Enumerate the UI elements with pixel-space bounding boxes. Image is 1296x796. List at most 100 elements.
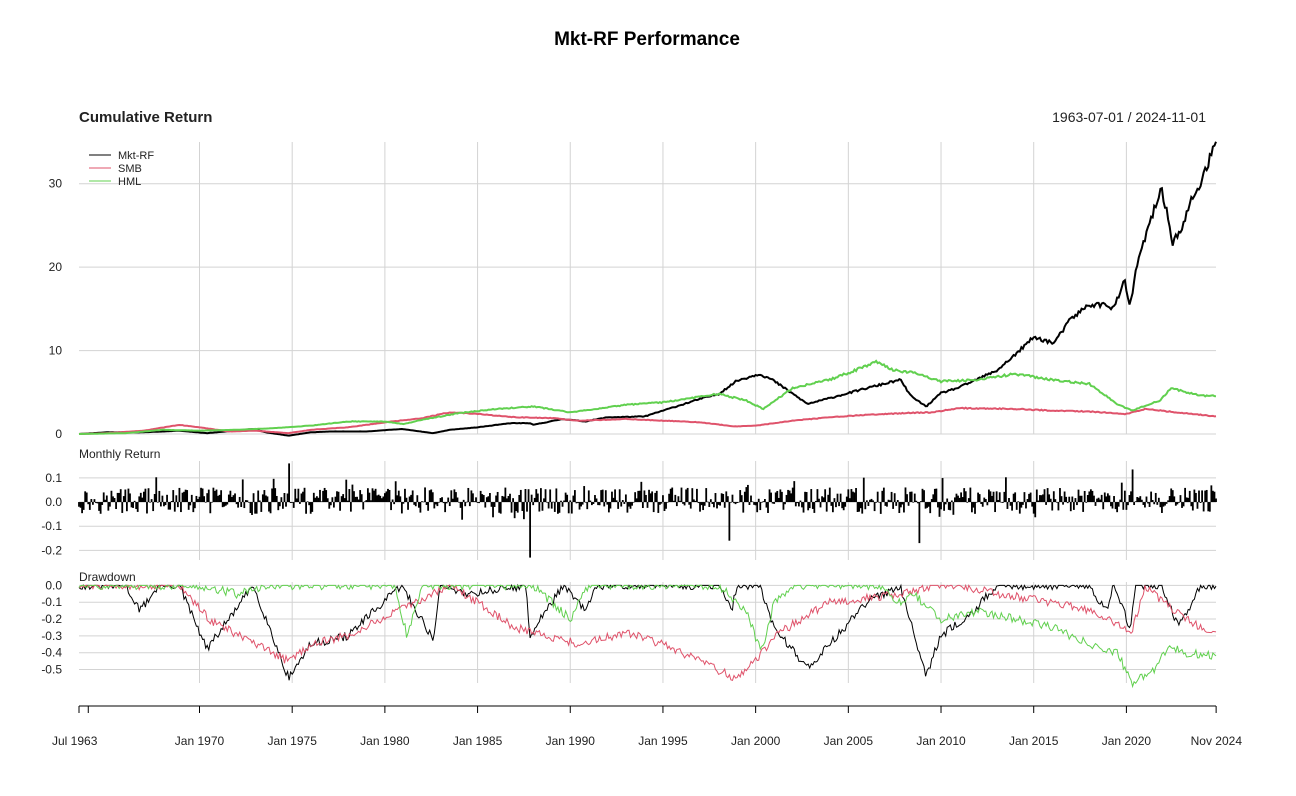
monthly-bar — [884, 502, 887, 506]
monthly-bar — [306, 501, 309, 503]
cumulative-grid — [79, 142, 1216, 435]
monthly-bar — [785, 494, 788, 503]
monthly-bar — [1000, 502, 1003, 503]
monthly-bar — [839, 493, 842, 503]
monthly-bar — [1011, 502, 1013, 511]
monthly-bar — [1188, 490, 1191, 503]
monthly-bar — [1122, 502, 1125, 510]
monthly-bar — [949, 502, 952, 511]
monthly-bar — [1190, 502, 1193, 507]
monthly-bar — [416, 495, 419, 503]
monthly-bar — [641, 502, 644, 509]
monthly-bar — [87, 502, 90, 505]
monthly-bar — [224, 502, 227, 506]
monthly-bar — [1215, 498, 1217, 503]
monthly-bar — [292, 502, 295, 508]
monthly-bar — [788, 490, 791, 503]
monthly-bar — [354, 496, 357, 503]
monthly-bar — [581, 502, 584, 505]
monthly-bar — [383, 493, 386, 503]
monthly-bar — [377, 494, 380, 503]
x-tick-label: Jan 2015 — [1009, 734, 1059, 748]
monthly-bar — [351, 484, 354, 503]
monthly-bar — [620, 502, 623, 507]
monthly-bar — [442, 502, 445, 504]
monthly-bar — [1034, 502, 1037, 518]
monthly-bar — [916, 502, 919, 504]
monthly-bar — [1134, 501, 1137, 503]
monthly-bar — [708, 502, 711, 507]
monthly-bar — [1043, 489, 1046, 503]
monthly-bar — [365, 500, 368, 503]
monthly-bar — [1165, 502, 1168, 504]
monthly-bar — [458, 502, 460, 503]
monthly-bar — [848, 498, 851, 503]
monthly-bar — [374, 488, 377, 503]
monthly-bar — [118, 492, 121, 503]
monthly-bar — [706, 501, 709, 503]
monthly-bar — [736, 502, 739, 504]
monthly-bar — [201, 488, 204, 503]
drawdown-panel: Drawdown 0.0 -0.1 -0.2 -0.3 -0.4 -0.5 — [41, 570, 1217, 689]
monthly-bar — [601, 489, 604, 503]
monthly-bar — [969, 487, 972, 503]
monthly-panel-title: Monthly Return — [79, 447, 160, 461]
monthly-bar — [399, 496, 402, 503]
monthly-bar — [303, 487, 306, 503]
monthly-bar — [346, 500, 349, 503]
monthly-bar — [751, 501, 754, 503]
monthly-bar — [1021, 502, 1024, 505]
monthly-bar — [337, 491, 340, 503]
monthly-bar — [595, 498, 598, 503]
monthly-bar — [93, 499, 96, 503]
monthly-bar — [760, 502, 763, 503]
monthly-bar — [282, 502, 284, 509]
monthly-bar — [603, 502, 606, 507]
monthly-bar — [612, 497, 615, 503]
monthly-bar — [329, 502, 332, 506]
monthly-bar — [95, 502, 97, 504]
monthly-bar — [944, 502, 947, 505]
monthly-bar — [502, 496, 505, 503]
monthly-bar — [1108, 495, 1111, 503]
monthly-bar — [195, 495, 198, 503]
monthly-bar — [115, 502, 117, 510]
monthly-bar — [470, 490, 473, 503]
monthly-bar — [583, 486, 586, 503]
monthly-bar — [1131, 469, 1134, 503]
monthly-bar — [190, 494, 193, 503]
monthly-bar — [590, 502, 593, 506]
monthly-bar — [893, 493, 896, 503]
monthly-bar — [1077, 489, 1080, 503]
monthly-bar — [796, 502, 799, 504]
monthly-bar — [319, 489, 321, 503]
monthly-bar — [339, 502, 341, 511]
monthly-bar — [607, 502, 610, 513]
monthly-bar — [1173, 496, 1176, 503]
monthly-bar — [1110, 502, 1112, 507]
monthly-bar — [1048, 494, 1051, 503]
monthly-bar — [546, 502, 548, 503]
monthly-bar — [552, 501, 555, 503]
monthly-bar — [543, 498, 545, 503]
monthly-bar — [158, 490, 161, 503]
monthly-bar — [229, 490, 232, 503]
monthly-bar — [479, 490, 482, 503]
monthly-bar — [920, 501, 922, 503]
monthly-y-axis: 0.1 0.0 -0.1 -0.2 — [41, 471, 62, 557]
monthly-bar — [144, 488, 147, 503]
monthly-bar — [1137, 497, 1140, 503]
monthly-bar — [980, 502, 983, 504]
cumulative-panel-title: Cumulative Return — [79, 109, 212, 126]
monthly-bar — [397, 490, 400, 503]
monthly-bar — [702, 502, 705, 511]
monthly-bar — [1068, 496, 1071, 503]
monthly-bar — [482, 495, 485, 503]
monthly-bar — [408, 496, 411, 503]
monthly-bar — [835, 502, 837, 508]
monthly-bar — [773, 502, 776, 504]
drawdown-y-axis: 0.0 -0.1 -0.2 -0.3 -0.4 -0.5 — [41, 578, 62, 676]
monthly-bar — [873, 502, 876, 512]
monthly-bar — [84, 491, 87, 503]
monthly-bar — [125, 502, 128, 512]
